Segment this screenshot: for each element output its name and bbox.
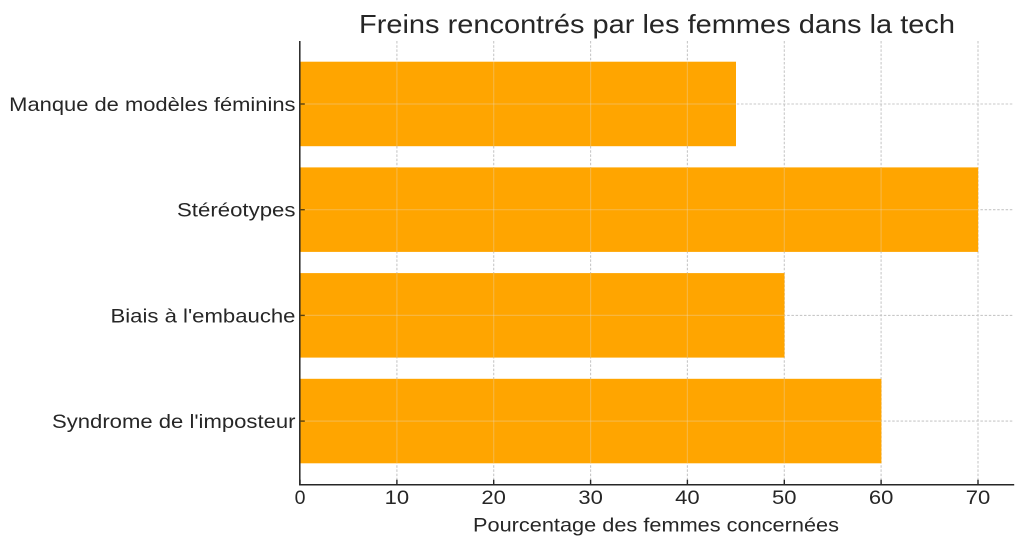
- svg-text:50: 50: [772, 487, 797, 509]
- svg-text:0: 0: [295, 487, 306, 509]
- svg-text:40: 40: [675, 487, 700, 509]
- svg-text:Freins rencontrés par les femm: Freins rencontrés par les femmes dans la…: [359, 9, 955, 39]
- svg-text:Pourcentage des femmes concern: Pourcentage des femmes concernées: [473, 515, 839, 537]
- svg-text:Manque de modèles féminins: Manque de modèles féminins: [9, 94, 296, 116]
- svg-text:Syndrome de l'imposteur: Syndrome de l'imposteur: [52, 411, 296, 433]
- svg-text:30: 30: [578, 487, 603, 509]
- svg-text:10: 10: [385, 487, 410, 509]
- svg-text:60: 60: [869, 487, 894, 509]
- svg-text:70: 70: [966, 487, 991, 509]
- svg-text:Stéréotypes: Stéréotypes: [177, 200, 296, 222]
- svg-text:Biais à l'embauche: Biais à l'embauche: [111, 305, 296, 327]
- svg-text:20: 20: [481, 487, 506, 509]
